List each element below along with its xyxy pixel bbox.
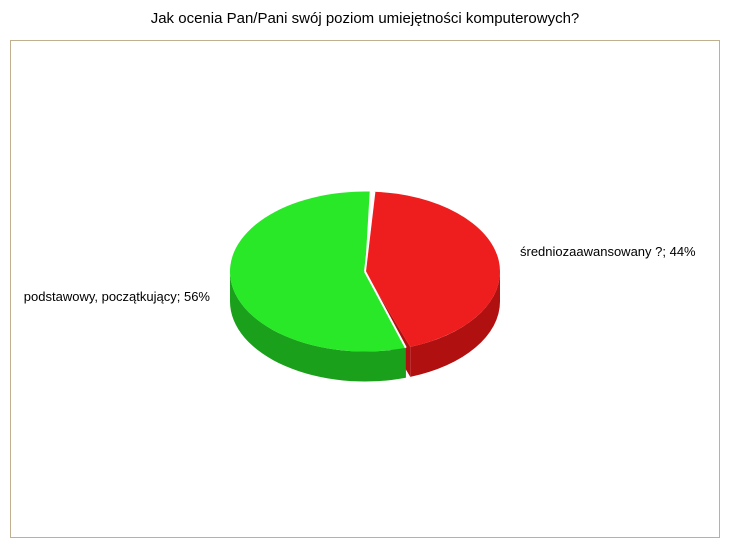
chart-container: Jak ocenia Pan/Pani swój poziom umiejętn… bbox=[0, 0, 730, 548]
pie-svg bbox=[210, 172, 520, 402]
chart-title: Jak ocenia Pan/Pani swój poziom umiejętn… bbox=[0, 10, 730, 27]
slice-label-intermediate: średniozaawansowany ?; 44% bbox=[520, 244, 696, 259]
pie-chart bbox=[210, 172, 520, 407]
slice-label-basic: podstawowy, początkujący; 56% bbox=[24, 289, 210, 304]
plot-area: średniozaawansowany ?; 44% podstawowy, p… bbox=[10, 40, 720, 538]
